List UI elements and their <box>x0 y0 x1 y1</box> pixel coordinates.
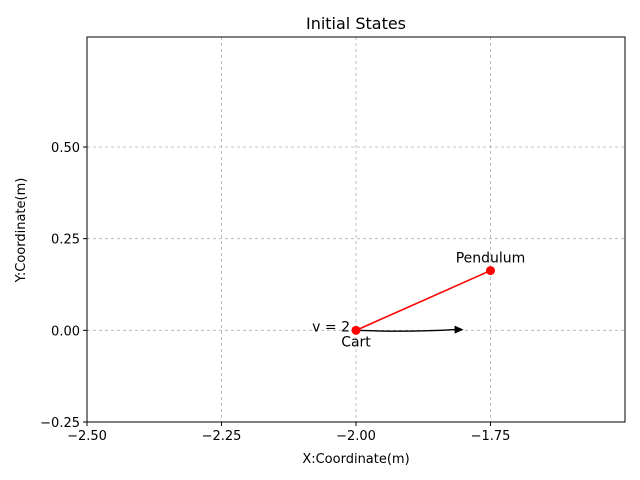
x-tick-label: −2.50 <box>67 429 107 444</box>
x-tick-label: −2.00 <box>336 429 376 444</box>
cart-label: Cart <box>341 334 371 350</box>
cart-point <box>351 325 361 335</box>
velocity-arrow-head <box>454 325 464 334</box>
y-axis-title: Y:Coordinate(m) <box>14 178 29 284</box>
velocity-label: v = 2 <box>312 319 350 335</box>
chart-title: Initial States <box>306 14 406 33</box>
axis-ticks: −2.50 −2.25 −2.00 −1.75 −0.25 0.00 0.25 0.50 <box>40 141 510 444</box>
y-tick-label: −0.25 <box>40 416 80 431</box>
plot-series <box>351 266 495 335</box>
pendulum-bob-point <box>486 266 495 276</box>
pendulum-label: Pendulum <box>456 251 526 267</box>
grid-lines <box>87 37 625 422</box>
y-tick-label: 0.50 <box>51 141 80 156</box>
pendulum-rod <box>355 269 491 332</box>
x-tick-label: −1.75 <box>471 429 511 444</box>
x-axis-title: X:Coordinate(m) <box>302 452 409 467</box>
velocity-arrow-shaft <box>355 328 455 332</box>
x-tick-label: −2.25 <box>202 429 242 444</box>
y-tick-label: 0.25 <box>51 233 80 248</box>
y-tick-label: 0.00 <box>51 324 80 339</box>
